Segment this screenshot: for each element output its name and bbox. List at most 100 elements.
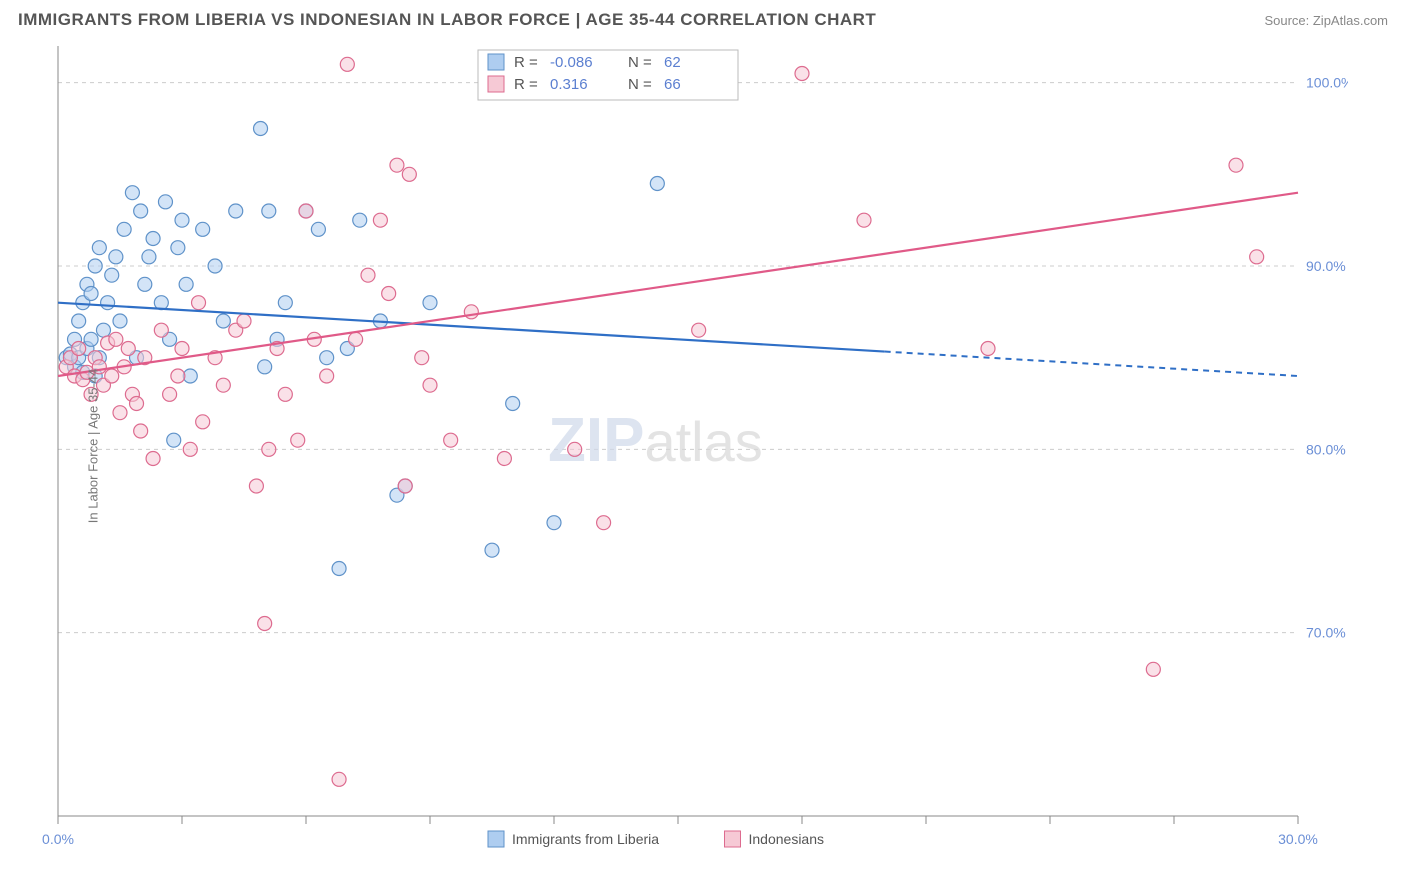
data-point [96,323,110,337]
data-point [121,342,135,356]
data-point [109,332,123,346]
x-tick-label: 30.0% [1278,831,1318,847]
data-point [311,222,325,236]
data-point [208,259,222,273]
data-point [415,351,429,365]
y-tick-label: 70.0% [1306,625,1346,641]
data-point [175,213,189,227]
data-point [568,442,582,456]
data-point [278,387,292,401]
data-point [299,204,313,218]
legend-swatch [488,54,504,70]
data-point [349,332,363,346]
data-point [171,241,185,255]
data-point [423,378,437,392]
data-point [84,287,98,301]
y-tick-label: 100.0% [1306,75,1348,91]
data-point [92,241,106,255]
data-point [158,195,172,209]
y-axis-label: In Labor Force | Age 35-44 [86,369,101,523]
data-point [130,397,144,411]
regression-line-dashed [885,352,1298,376]
data-point [340,57,354,71]
y-tick-label: 90.0% [1306,258,1346,274]
legend-n-value: 62 [664,54,681,71]
data-point [113,406,127,420]
data-point [154,323,168,337]
data-point [320,369,334,383]
correlation-chart: 70.0% 80.0% 90.0% 100.0% 0.0% 30.0% ZIPatlas R … [18,36,1348,856]
data-point [216,378,230,392]
data-point [101,296,115,310]
data-point [981,342,995,356]
legend-r-label: R = [514,76,538,93]
data-point [497,452,511,466]
data-point [142,250,156,264]
data-point [795,67,809,81]
data-point [254,122,268,136]
data-point [179,277,193,291]
data-point [171,369,185,383]
data-point [547,516,561,530]
data-point [444,433,458,447]
chart-area: In Labor Force | Age 35-44 70.0% 80.0% 90.… [18,36,1388,856]
data-point [134,424,148,438]
data-point [291,433,305,447]
data-point [857,213,871,227]
data-point [72,342,86,356]
data-point [423,296,437,310]
data-point [597,516,611,530]
data-point [650,177,664,191]
legend-r-value: -0.086 [550,54,593,71]
data-point [692,323,706,337]
data-point [138,277,152,291]
data-point [332,772,346,786]
data-point [113,314,127,328]
legend-series-label: Immigrants from Liberia [512,831,659,847]
data-point [320,351,334,365]
legend-r-value: 0.316 [550,76,588,93]
legend-n-value: 66 [664,76,681,93]
legend-n-label: N = [628,54,652,71]
y-tick-label: 80.0% [1306,441,1346,457]
data-point [237,314,251,328]
data-point [258,617,272,631]
data-point [1146,662,1160,676]
data-point [146,232,160,246]
legend-r-label: R = [514,54,538,71]
data-point [485,543,499,557]
data-point [109,250,123,264]
source-label: Source: ZipAtlas.com [1264,13,1388,28]
data-point [125,186,139,200]
legend-n-label: N = [628,76,652,93]
data-point [117,222,131,236]
data-point [163,387,177,401]
data-point [390,158,404,172]
data-point [258,360,272,374]
regression-line [58,193,1298,376]
x-tick-label: 0.0% [42,831,74,847]
data-point [84,332,98,346]
data-point [402,167,416,181]
data-point [353,213,367,227]
data-point [373,213,387,227]
data-point [506,397,520,411]
data-point [167,433,181,447]
watermark: ZIPatlas [548,406,763,475]
data-point [1250,250,1264,264]
data-point [105,268,119,282]
data-point [1229,158,1243,172]
data-point [146,452,160,466]
data-point [183,442,197,456]
data-point [464,305,478,319]
data-point [175,342,189,356]
data-point [262,442,276,456]
data-point [361,268,375,282]
data-point [398,479,412,493]
data-point [196,222,210,236]
data-point [196,415,210,429]
data-point [278,296,292,310]
data-point [262,204,276,218]
data-point [229,204,243,218]
data-point [105,369,119,383]
